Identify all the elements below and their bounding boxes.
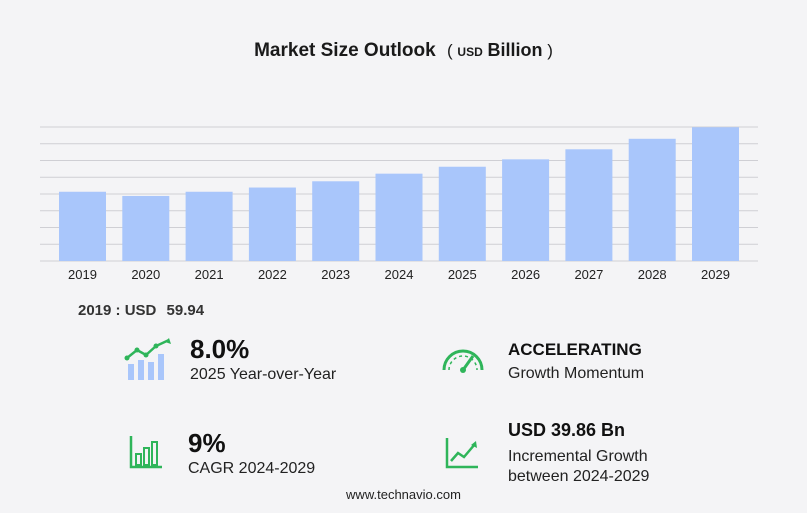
yoy-label: 2025 Year-over-Year — [190, 366, 337, 383]
cagr-label: CAGR 2024-2029 — [188, 460, 316, 477]
incremental-label-1: Incremental Growth — [508, 448, 648, 465]
bar-2022 — [248, 187, 296, 261]
unit-open-paren: ( — [447, 41, 453, 60]
line-chart-icon — [445, 438, 478, 469]
momentum-stat: ACCELERATING Growth Momentum — [508, 340, 644, 384]
x-tick-label: 2024 — [385, 267, 414, 282]
x-tick-label: 2028 — [638, 267, 667, 282]
bar-2023 — [312, 181, 360, 261]
growth-chart-icon — [124, 338, 171, 380]
bar-2027 — [565, 149, 613, 261]
bar-chart-icon — [129, 436, 162, 469]
bar-2020 — [122, 195, 170, 261]
bar-chart: 2019 2020 2021 2022 2023 2024 2025 2026 2027 2028… — [40, 126, 758, 282]
x-tick-label: 2022 — [258, 267, 287, 282]
x-tick-label: 2023 — [321, 267, 350, 282]
unit-currency: USD — [457, 45, 483, 59]
chart-title: Market Size Outlook ( USD Billion ) — [0, 40, 807, 62]
bar-2021 — [185, 191, 233, 261]
speedometer-icon — [442, 349, 484, 373]
x-tick-label: 2025 — [448, 267, 477, 282]
first-year-label: 2019 : USD — [78, 302, 157, 319]
x-tick-label: 2020 — [131, 267, 160, 282]
x-tick-label: 2026 — [511, 267, 540, 282]
bar-2019 — [59, 191, 106, 261]
title-unit: ( USD Billion ) — [447, 40, 553, 60]
first-year-number: 59.94 — [166, 302, 205, 319]
incremental-stat: USD 39.86 Bn Incremental Growth between … — [508, 420, 649, 487]
bar-2025 — [438, 166, 486, 261]
bar-2024 — [375, 173, 423, 261]
momentum-label: Growth Momentum — [508, 365, 645, 382]
x-tick-label: 2019 — [68, 267, 97, 282]
bar-2029 — [692, 127, 739, 261]
momentum-value: ACCELERATING — [508, 340, 642, 359]
unit-close-paren: ) — [547, 41, 553, 60]
x-tick-label: 2029 — [701, 267, 730, 282]
yoy-stat: 8.0% 2025 Year-over-Year — [190, 334, 336, 385]
unit-scale: Billion — [487, 40, 543, 60]
title-text: Market Size Outlook — [254, 40, 436, 61]
bar-2028 — [628, 138, 676, 261]
first-year-value: 2019 : USD 59.94 — [78, 302, 204, 319]
cagr-stat: 9% CAGR 2024-2029 — [188, 428, 315, 479]
yoy-value: 8.0% — [190, 334, 250, 364]
x-tick-label: 2021 — [195, 267, 224, 282]
x-tick-label: 2027 — [574, 267, 603, 282]
bar-2026 — [502, 159, 550, 261]
incremental-value: USD 39.86 Bn — [508, 420, 626, 440]
incremental-label-2: between 2024-2029 — [508, 468, 650, 485]
cagr-value: 9% — [188, 428, 226, 458]
footer-url: www.technavio.com — [346, 487, 461, 502]
